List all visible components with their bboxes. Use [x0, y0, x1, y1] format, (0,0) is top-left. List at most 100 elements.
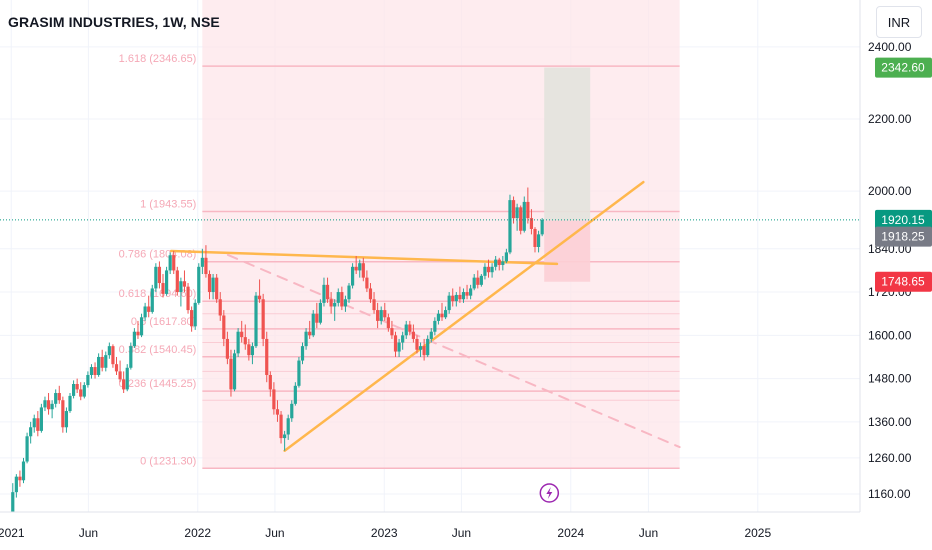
candle-body	[272, 389, 276, 410]
candle-body	[397, 342, 401, 352]
candle-body	[522, 201, 526, 231]
candle	[540, 218, 544, 237]
candle	[350, 263, 355, 289]
candle	[129, 342, 133, 370]
candle-body	[411, 331, 415, 339]
x-tick-label: 2024	[557, 526, 584, 540]
candle-body	[440, 313, 444, 318]
candle	[265, 331, 269, 383]
candle-body	[46, 400, 51, 410]
candle	[458, 286, 462, 303]
candle	[122, 371, 126, 394]
entry-price-badge: 1918.25	[875, 226, 932, 247]
candle-body	[250, 346, 255, 356]
candle-body	[89, 367, 94, 375]
candle	[147, 295, 151, 318]
candle	[89, 364, 94, 379]
candle	[207, 270, 212, 300]
candle	[308, 320, 312, 339]
candle-body	[129, 346, 133, 368]
candle	[25, 432, 29, 464]
candle-body	[315, 313, 319, 323]
candle-body	[204, 257, 208, 275]
candle-body	[454, 294, 458, 302]
candle-body	[261, 299, 265, 339]
candle-body	[104, 355, 108, 368]
candle	[175, 266, 179, 296]
candle-body	[511, 200, 516, 219]
y-tick-label: 1260.00	[868, 451, 912, 465]
candle-body	[519, 207, 523, 231]
fib-level-label: 1.618 (2346.65)	[119, 53, 197, 65]
candle	[315, 302, 319, 329]
candle	[329, 292, 333, 314]
candle	[111, 344, 115, 368]
candle-body	[122, 379, 126, 390]
candle-body	[93, 367, 97, 375]
candle-body	[300, 346, 305, 361]
candle-body	[190, 310, 194, 327]
candle-body	[379, 310, 383, 321]
candle	[397, 338, 401, 357]
candle	[21, 457, 26, 484]
candle-body	[275, 409, 280, 415]
x-tick-label: 2025	[744, 526, 771, 540]
candle	[529, 209, 534, 235]
candle	[272, 382, 276, 415]
candle	[515, 203, 519, 231]
candle	[229, 349, 233, 397]
candle-body	[504, 252, 508, 262]
candle	[325, 277, 330, 303]
candle-body	[64, 411, 69, 428]
candle	[411, 324, 415, 343]
candle	[522, 196, 526, 233]
candle	[50, 400, 54, 419]
candle-body	[283, 434, 287, 439]
candle	[447, 292, 451, 314]
candle-body	[97, 356, 101, 375]
candle	[340, 286, 344, 311]
candle	[204, 245, 208, 278]
candle-body	[68, 395, 72, 412]
candle-body	[161, 283, 165, 294]
target-zone	[544, 67, 591, 221]
candle	[390, 320, 394, 339]
candle	[490, 263, 494, 278]
candle-body	[354, 266, 358, 271]
candle	[343, 295, 348, 312]
candle	[404, 320, 408, 339]
candle	[526, 187, 530, 224]
candle-body	[132, 331, 136, 347]
candle	[347, 283, 351, 303]
candle	[401, 331, 405, 350]
candle	[318, 299, 322, 325]
candle-body	[29, 427, 33, 437]
fib-level-label: 0.236 (1445.25)	[119, 378, 197, 390]
candle	[297, 356, 301, 388]
candle-body	[139, 317, 144, 336]
candle-body	[368, 288, 373, 300]
candle-body	[290, 403, 294, 419]
candle	[164, 266, 169, 296]
candle-body	[529, 218, 534, 229]
candle-body	[111, 346, 115, 365]
candle	[426, 335, 430, 357]
candle-body	[386, 317, 390, 329]
candle	[29, 421, 33, 444]
candle-body	[451, 295, 455, 302]
candle-body	[71, 384, 76, 396]
candle	[536, 230, 541, 253]
candle	[54, 389, 58, 408]
candle	[36, 411, 40, 437]
candle-body	[36, 418, 40, 431]
candle	[433, 317, 437, 336]
target-price-badge-text: 2342.60	[881, 61, 925, 75]
candle	[200, 248, 204, 275]
candle-body	[179, 281, 183, 293]
y-tick-label: 2000.00	[868, 184, 912, 198]
currency-button[interactable]: INR	[876, 6, 922, 38]
candle	[533, 227, 537, 253]
candle	[461, 288, 466, 303]
